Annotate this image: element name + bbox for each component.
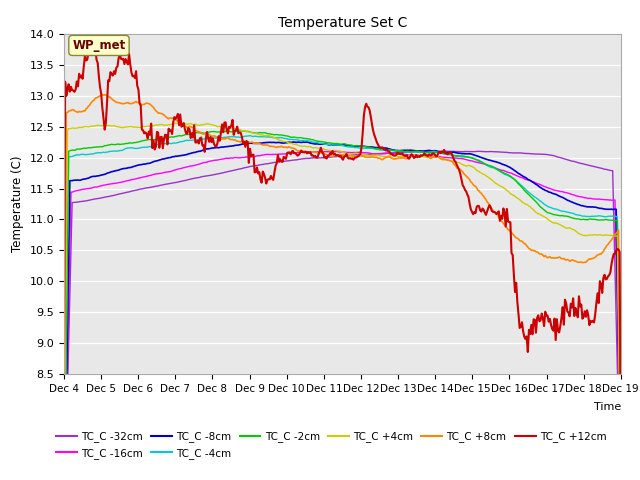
Line: TC_C -32cm: TC_C -32cm [64, 151, 621, 480]
TC_C -32cm [428, 148, 435, 154]
TC_C -8cm [399, 147, 407, 153]
TC_C +8cm [234, 138, 242, 144]
Y-axis label: Temperature (C): Temperature (C) [11, 156, 24, 252]
TC_C +4cm [60, 457, 68, 463]
TC_C -32cm [567, 158, 575, 164]
TC_C -32cm [399, 149, 406, 155]
TC_C -8cm [296, 140, 304, 145]
TC_C -2cm [399, 149, 407, 155]
TC_C -16cm [234, 155, 241, 161]
TC_C -8cm [567, 199, 575, 204]
Line: TC_C -4cm: TC_C -4cm [64, 136, 621, 480]
TC_C -2cm [236, 128, 243, 134]
TC_C -4cm [234, 134, 241, 140]
TC_C -2cm [296, 135, 304, 141]
TC_C -16cm [567, 192, 575, 197]
TC_C -8cm [289, 139, 297, 145]
TC_C +8cm [373, 155, 381, 160]
TC_C -32cm [295, 156, 303, 162]
Title: Temperature Set C: Temperature Set C [278, 16, 407, 30]
TC_C +12cm [470, 209, 478, 215]
TC_C +4cm [399, 154, 407, 159]
TC_C -16cm [329, 148, 337, 154]
TC_C +8cm [567, 258, 575, 264]
TC_C +12cm [399, 152, 407, 158]
Text: WP_met: WP_met [72, 39, 125, 52]
TC_C -32cm [234, 167, 241, 172]
Line: TC_C +8cm: TC_C +8cm [64, 95, 621, 480]
TC_C -32cm [470, 149, 478, 155]
TC_C +12cm [296, 150, 304, 156]
TC_C -4cm [296, 138, 304, 144]
TC_C -4cm [567, 210, 575, 216]
TC_C -4cm [246, 133, 254, 139]
TC_C -4cm [399, 148, 407, 154]
TC_C +4cm [296, 143, 304, 149]
TC_C +4cm [234, 126, 242, 132]
TC_C -8cm [234, 142, 241, 148]
TC_C +8cm [399, 155, 407, 161]
TC_C +8cm [470, 183, 478, 189]
TC_C +4cm [567, 226, 575, 231]
TC_C -16cm [470, 159, 478, 165]
TC_C -4cm [470, 156, 478, 161]
Line: TC_C -2cm: TC_C -2cm [64, 131, 621, 480]
TC_C +8cm [60, 426, 68, 432]
TC_C +12cm [617, 466, 625, 472]
TC_C +4cm [174, 120, 182, 126]
Legend: TC_C -32cm, TC_C -16cm, TC_C -8cm, TC_C -4cm, TC_C -2cm, TC_C +4cm, TC_C +8cm, T: TC_C -32cm, TC_C -16cm, TC_C -8cm, TC_C … [52, 427, 611, 463]
TC_C -2cm [373, 145, 381, 151]
Text: Time: Time [593, 402, 621, 412]
TC_C -2cm [470, 156, 478, 162]
TC_C -2cm [567, 215, 575, 220]
TC_C -4cm [617, 471, 625, 477]
TC_C -16cm [295, 150, 303, 156]
TC_C -8cm [373, 144, 381, 150]
TC_C -16cm [373, 151, 381, 157]
Line: TC_C +12cm: TC_C +12cm [64, 31, 621, 469]
TC_C -2cm [234, 128, 241, 134]
TC_C +4cm [373, 152, 381, 158]
TC_C -4cm [373, 146, 381, 152]
Line: TC_C +4cm: TC_C +4cm [64, 123, 621, 480]
TC_C +8cm [101, 92, 109, 97]
Line: TC_C -16cm: TC_C -16cm [64, 151, 621, 480]
TC_C +12cm [87, 28, 95, 34]
TC_C -16cm [399, 152, 407, 157]
TC_C +8cm [296, 149, 304, 155]
TC_C +4cm [470, 165, 478, 170]
TC_C +12cm [234, 130, 242, 136]
Line: TC_C -8cm: TC_C -8cm [64, 142, 621, 480]
TC_C -2cm [617, 473, 625, 479]
TC_C +12cm [373, 139, 381, 145]
TC_C +12cm [567, 301, 575, 307]
TC_C +12cm [60, 347, 68, 352]
TC_C -32cm [372, 151, 380, 157]
TC_C -8cm [470, 152, 478, 158]
